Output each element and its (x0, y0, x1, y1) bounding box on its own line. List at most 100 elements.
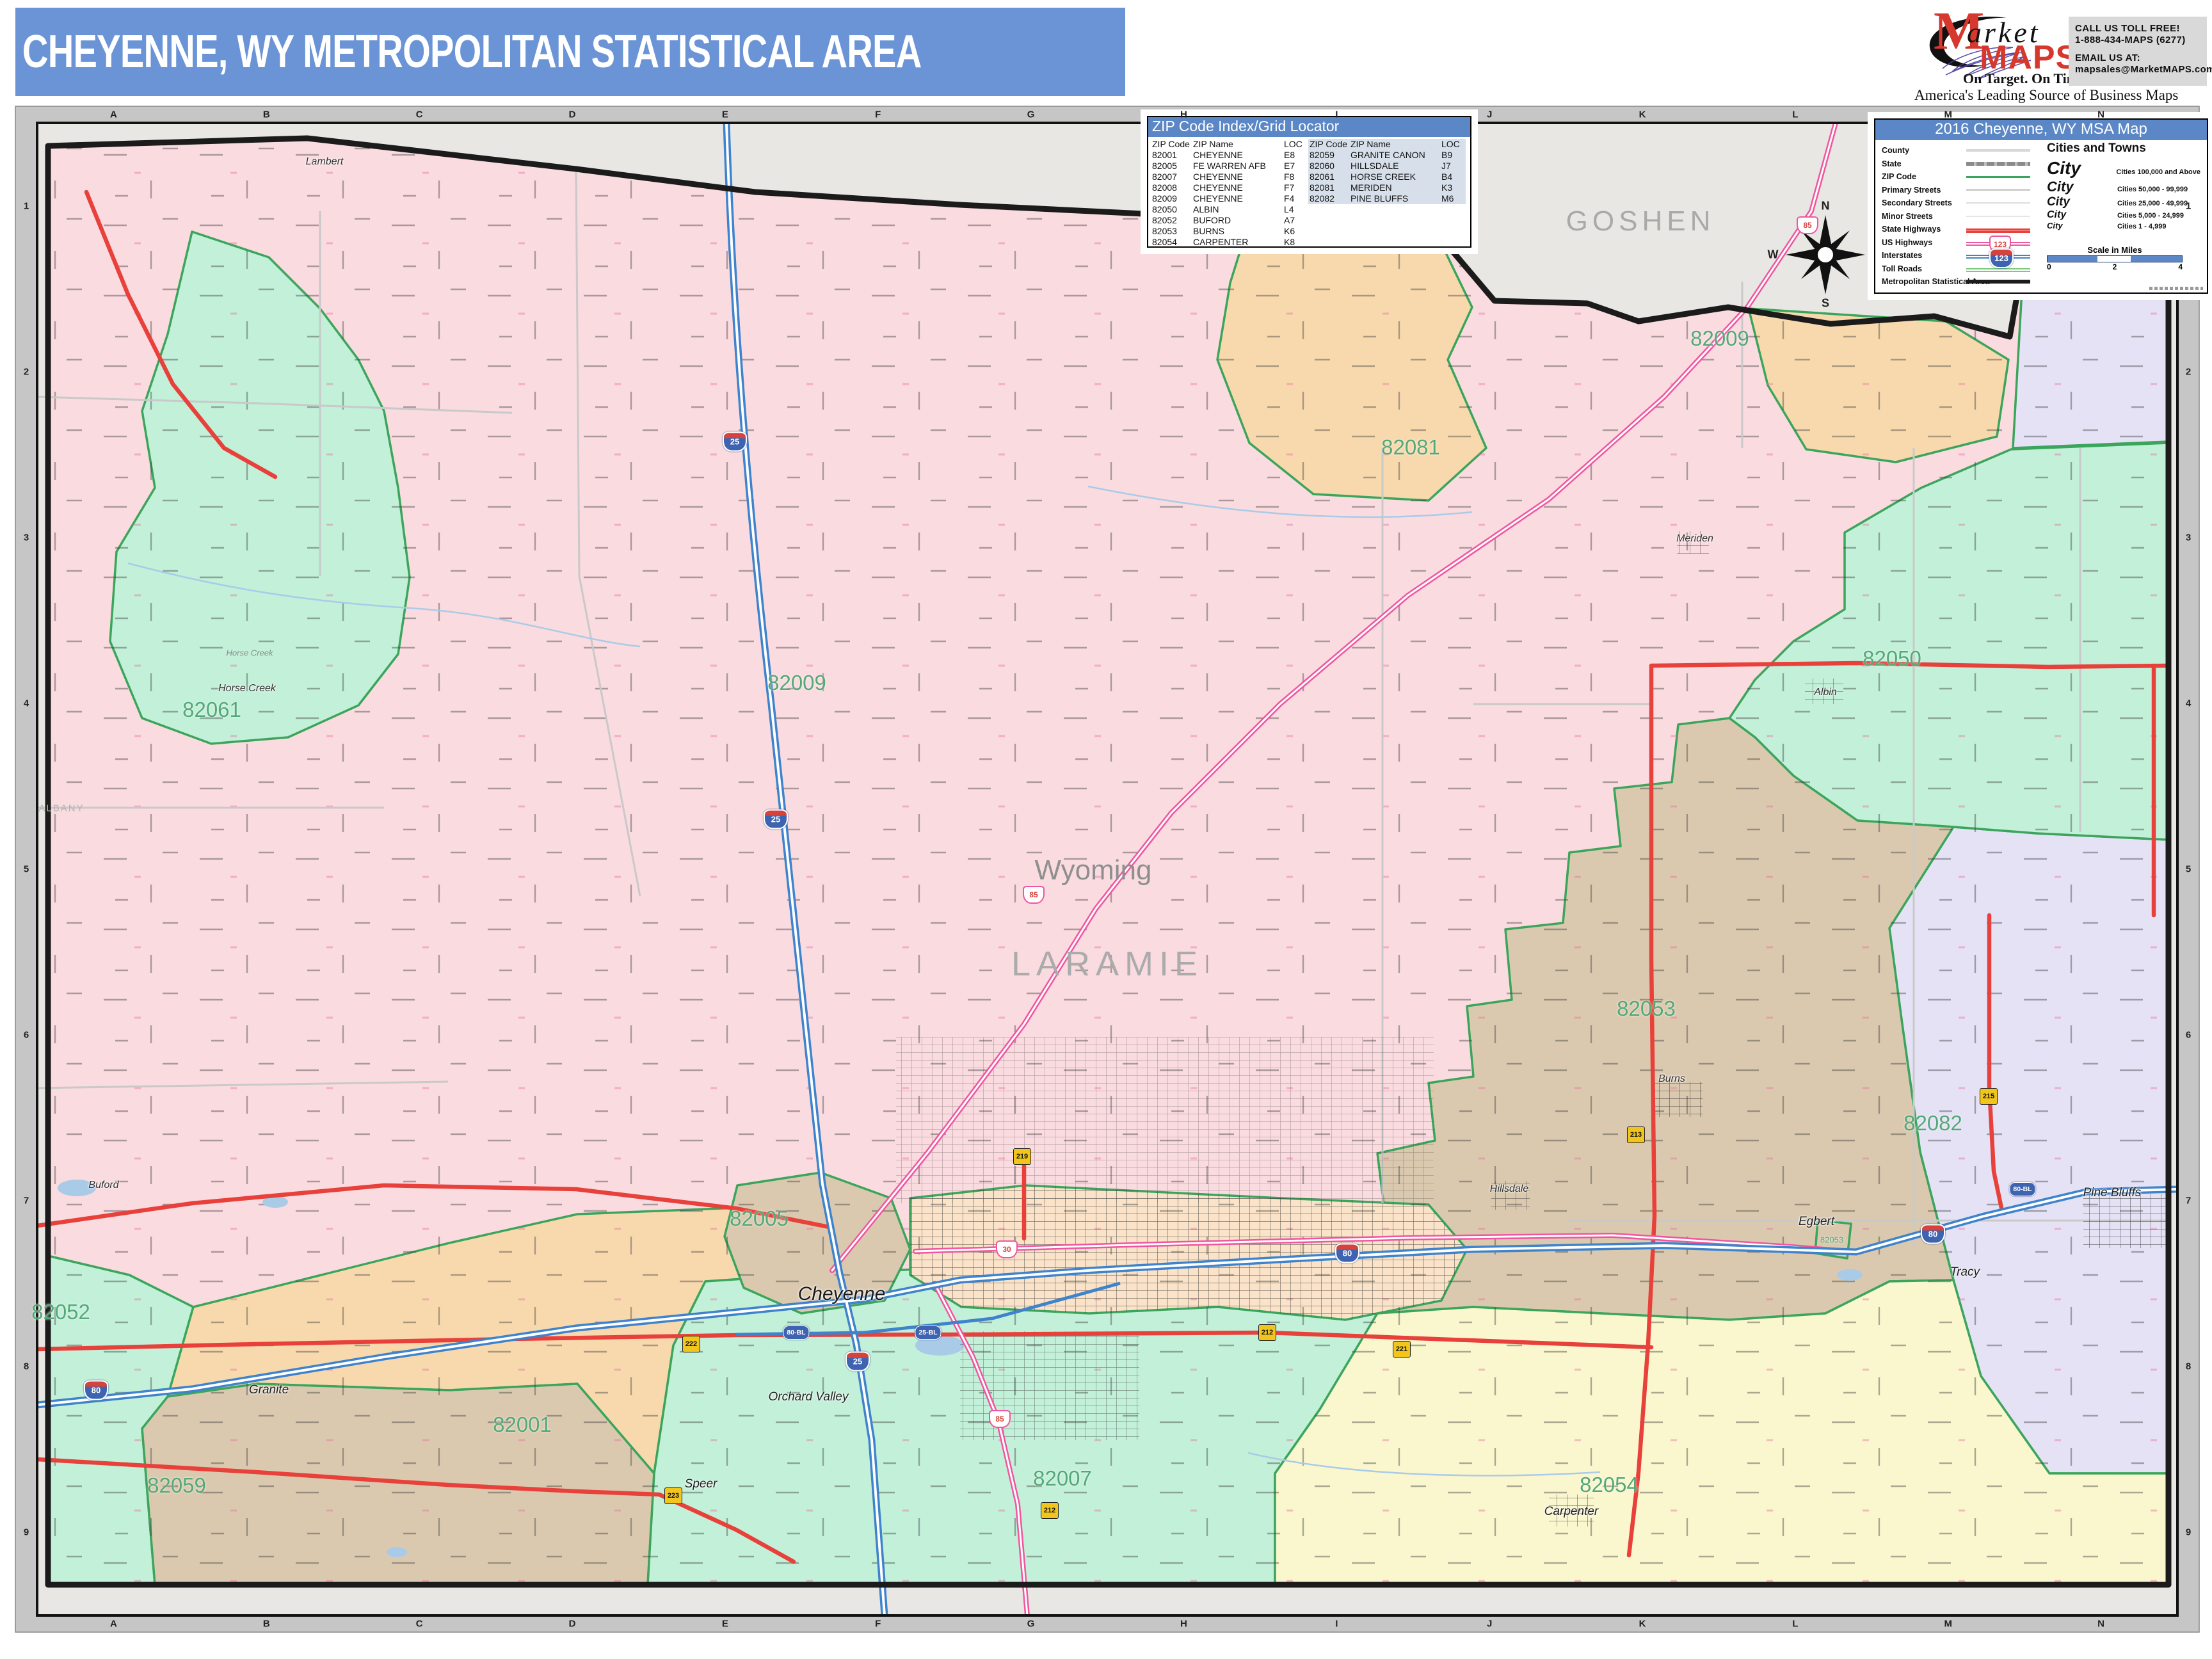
grid-frame (15, 106, 2200, 1633)
contact-box: CALL US TOLL FREE! 1-888-434-MAPS (6277)… (2069, 17, 2212, 86)
compass-rose (1786, 215, 1865, 294)
city-class-row: City Cities 5,000 - 24,999 (2047, 209, 2184, 220)
contact-phone: 1-888-434-MAPS (6277) (2075, 35, 2186, 45)
zip-row: 82050 ALBIN L4 (1152, 204, 1294, 214)
grid-row-8: 8 (23, 1361, 29, 1372)
grid-row-6-right: 6 (2185, 1029, 2192, 1041)
logo-tagline: On Target. On Time. (1963, 70, 2088, 86)
zip-index-table: ZIP Code Index/Grid Locator ZIP Code ZIP… (1147, 116, 1471, 248)
grid-col-F: F (875, 109, 881, 120)
grid-row-2: 2 (23, 366, 29, 378)
grid-col-L-bottom: L (1792, 1618, 1799, 1630)
zip-row: 82007 CHEYENNE F8 (1152, 172, 1295, 182)
grid-row-5: 5 (23, 863, 29, 875)
zip-table-left: ZIP Code ZIP Name LOC 82001 CHEYENNE E8 … (1151, 139, 1308, 248)
legend-line-items: County State ZIP Code Primary Streets Se… (1882, 144, 2042, 289)
scale-title: Scale in Miles (2087, 245, 2142, 255)
grid-col-H-bottom: H (1180, 1618, 1187, 1630)
cities-title: Cities and Towns (2047, 141, 2146, 155)
grid-col-K-bottom: K (1639, 1618, 1646, 1630)
legend-row: ZIP Code (1882, 170, 2042, 184)
zip-row: 82082 PINE BLUFFS M6 (1308, 193, 1466, 204)
grid-col-M: M (1944, 109, 1952, 120)
creeks (127, 485, 1601, 1477)
legend-row: Metropolitan Statistical Area (1882, 275, 2042, 289)
grid-row-3-right: 3 (2185, 532, 2192, 543)
city-street-grid (896, 531, 2167, 1527)
grid-col-C-bottom: C (415, 1618, 423, 1630)
legend-sample-line (1966, 172, 2030, 181)
legend-sample-line (1966, 198, 2030, 207)
compass-w: W (1767, 248, 1779, 261)
grid-row-1-right: 1 (2185, 200, 2192, 212)
grid-col-M-bottom: M (1944, 1618, 1952, 1630)
zip-table-title: ZIP Code Index/Grid Locator (1148, 117, 1470, 137)
grid-col-J-bottom: J (1486, 1618, 1493, 1630)
legend-sample-line (1966, 146, 2030, 155)
legend-row: Primary Streets (1882, 184, 2042, 197)
contact-email: mapsales@MarketMAPS.com (2075, 64, 2212, 75)
grid-row-4: 4 (23, 698, 29, 709)
logo-arket: arket (1967, 16, 2040, 49)
grid-col-I-bottom: I (1335, 1618, 1338, 1630)
logo-subtitle: America's Leading Source of Business Map… (1914, 87, 2179, 103)
grid-row-3: 3 (23, 532, 29, 543)
zip-row: 82061 HORSE CREEK B4 (1308, 172, 1466, 182)
grid-col-E: E (721, 109, 728, 120)
city-class-row: City Cities 100,000 and Above (2047, 158, 2200, 178)
legend-sample-line (1966, 277, 2030, 286)
legend-sample-line: 123 (1966, 235, 2030, 253)
grid-col-A: A (110, 109, 117, 120)
grid-row-5-right: 5 (2185, 863, 2192, 875)
legend-cities: Cities and Towns City Cities 100,000 and… (2047, 141, 2200, 230)
grid-col-N: N (2097, 109, 2104, 120)
legend-sample-line (1966, 186, 2030, 195)
grid-row-9: 9 (23, 1527, 29, 1538)
zip-row: 82060 HILLSDALE J7 (1308, 161, 1466, 172)
contact-call: CALL US TOLL FREE! (2075, 23, 2180, 34)
grid-col-A-bottom: A (110, 1618, 117, 1630)
grid-col-E-bottom: E (721, 1618, 728, 1630)
grid-col-B: B (262, 109, 270, 120)
compass-n: N (1821, 199, 1830, 212)
zip-row: 82081 MERIDEN K3 (1308, 182, 1466, 193)
zip-row: 82054 CARPENTER K8 (1152, 237, 1295, 247)
zip-row: 82053 BURNS K6 (1152, 226, 1295, 236)
grid-row-7-right: 7 (2185, 1195, 2192, 1206)
state-highways (37, 189, 2171, 1564)
grid-col-N-bottom: N (2097, 1618, 2104, 1630)
col-loc: LOC (1441, 139, 1460, 149)
grid-col-G-bottom: G (1027, 1618, 1035, 1630)
city-class-row: City Cities 50,000 - 99,999 (2047, 179, 2188, 195)
compass-s: S (1821, 296, 1830, 310)
grid-row-1: 1 (23, 200, 29, 212)
legend-row: County (1882, 144, 2042, 157)
legend-sample-line (1966, 225, 2030, 234)
legend-row: Interstates 123 (1882, 248, 2042, 269)
grid-col-J: J (1486, 109, 1493, 120)
grid-col-I: I (1335, 109, 1338, 120)
col-zip-name: ZIP Name (1193, 139, 1233, 149)
legend-row: State (1882, 157, 2042, 171)
marketmaps-logo: M arket MAPS On Target. On Time. America… (1914, 1, 2178, 103)
col-zip-code: ZIP Code (1152, 139, 1190, 149)
grid-col-B-bottom: B (262, 1618, 270, 1630)
grid-row-2-right: 2 (2185, 366, 2192, 378)
legend-row: Toll Roads (1882, 262, 2042, 276)
legend-sample-line (1966, 212, 2030, 221)
zip-row: 82008 CHEYENNE F7 (1152, 182, 1295, 193)
grid-col-C: C (415, 109, 423, 120)
page-title: CHEYENNE, WY METROPOLITAN STATISTICAL AR… (22, 26, 922, 77)
legend-row: US Highways 123 (1882, 235, 2042, 253)
zip-row: 82052 BUFORD A7 (1152, 215, 1295, 225)
grid-col-D-bottom: D (568, 1618, 576, 1630)
zip-row: 82009 CHEYENNE F4 (1152, 193, 1295, 204)
scale-bar: Scale in Miles 0 2 4 (2047, 245, 2183, 271)
grid-col-K: K (1639, 109, 1646, 120)
grid-col-H: H (1180, 109, 1187, 120)
lakes (58, 1180, 1863, 1557)
legend-sample-line: 123 (1966, 248, 2030, 269)
map-legend: 2016 Cheyenne, WY MSA Map County State Z… (1874, 118, 2208, 294)
grid-col-L: L (1792, 109, 1799, 120)
